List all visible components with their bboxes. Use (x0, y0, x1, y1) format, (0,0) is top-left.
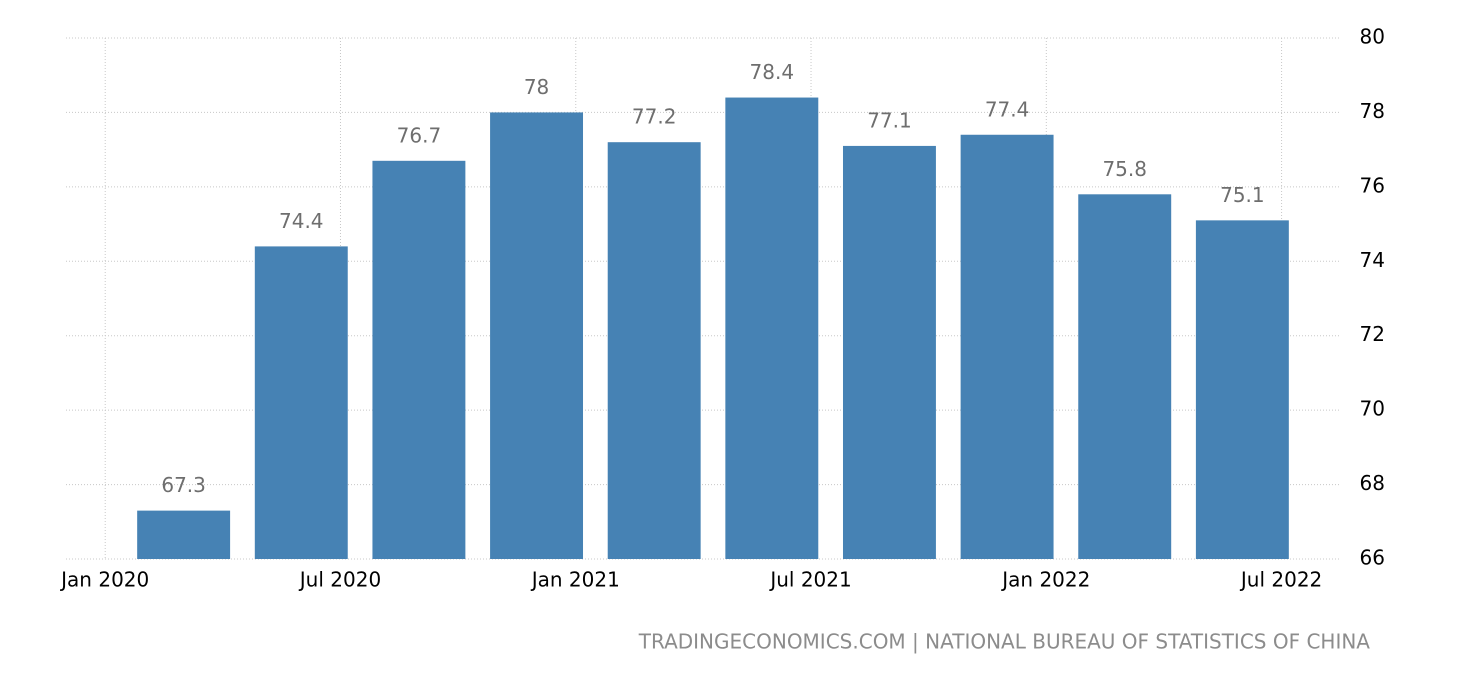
bar (607, 142, 701, 559)
y-tick-label: 78 (1360, 99, 1385, 123)
y-tick-label: 68 (1360, 471, 1385, 495)
value-label: 77.2 (632, 105, 677, 129)
x-tick-label: Jul 2020 (298, 568, 381, 592)
value-label: 75.8 (1102, 157, 1147, 181)
bar (137, 510, 231, 559)
value-label: 74.4 (279, 209, 324, 233)
y-tick-label: 80 (1360, 25, 1385, 49)
y-tick-label: 72 (1360, 322, 1385, 346)
bar (842, 145, 936, 559)
value-label: 67.3 (161, 473, 206, 497)
x-tick-label: Jan 2021 (530, 568, 620, 592)
source: TRADINGECONOMICS.COM | NATIONAL BUREAU O… (638, 630, 1371, 654)
y-tick-label: 74 (1360, 248, 1385, 272)
x-tick-label: Jul 2021 (768, 568, 851, 592)
y-tick-label: 66 (1360, 546, 1385, 570)
value-label: 78.4 (750, 60, 795, 84)
bar (490, 112, 584, 559)
value-label: 77.4 (985, 97, 1030, 121)
value-label: 78 (524, 75, 549, 99)
bar (1078, 194, 1172, 560)
y-tick-label: 70 (1360, 397, 1385, 421)
value-label: 75.1 (1220, 183, 1265, 207)
value-label: 76.7 (397, 123, 442, 147)
bar (372, 160, 466, 560)
bar (254, 246, 348, 559)
y-tick-label: 76 (1360, 173, 1385, 197)
bar (960, 134, 1054, 559)
bar (1195, 220, 1289, 559)
x-tick-label: Jan 2020 (59, 568, 149, 592)
value-label: 77.1 (867, 108, 912, 132)
x-tick-label: Jan 2022 (1000, 568, 1090, 592)
bar (725, 97, 819, 560)
x-tick-label: Jul 2022 (1239, 568, 1322, 592)
